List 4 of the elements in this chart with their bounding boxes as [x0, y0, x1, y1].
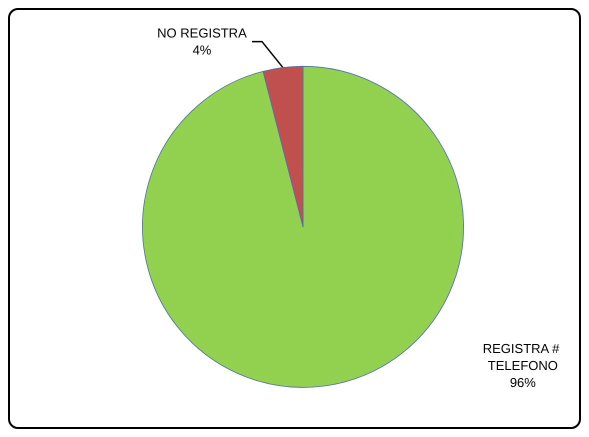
data-label: 96%: [510, 375, 536, 390]
data-label: 4%: [192, 42, 212, 58]
slice-label: REGISTRA # TELEFONO: [482, 341, 563, 374]
slice-label: NO REGISTRA: [157, 26, 248, 41]
